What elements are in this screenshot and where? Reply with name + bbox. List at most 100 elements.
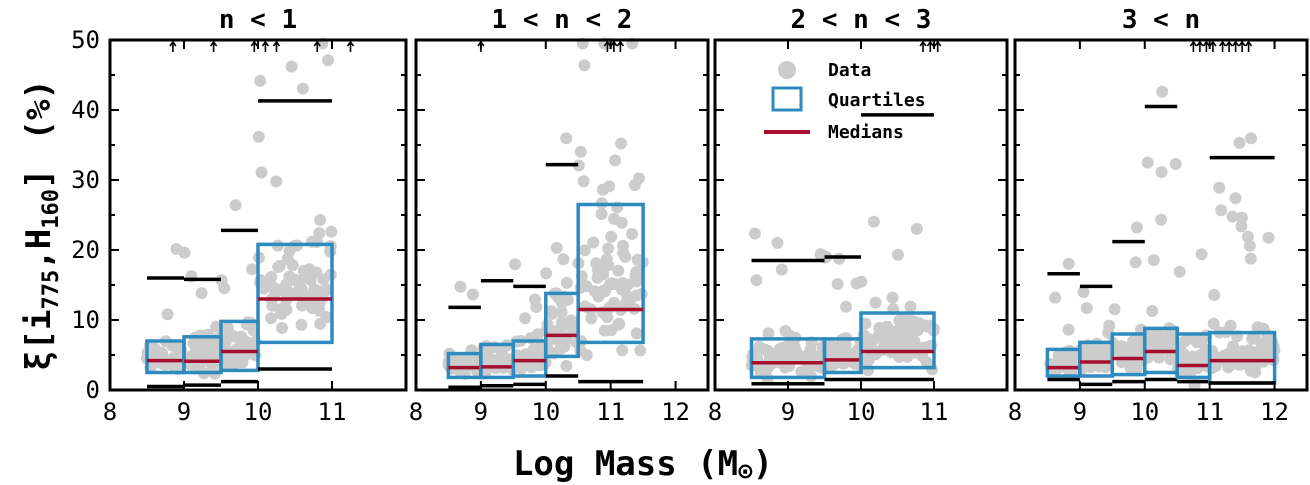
y-axis-title: ξ[i775,H160](%) [19,79,64,371]
data-point [257,282,270,295]
data-point [1266,342,1279,355]
x-axis-title: Log Mass (M⊙) [513,444,773,485]
panel-title: 2 < n < 3 [791,5,932,35]
data-point [1080,302,1093,315]
data-point [546,307,559,320]
data-point [155,356,168,369]
data-point [600,253,613,266]
data-point [1146,305,1159,317]
text-layer: 8 9 10 11 n < 1 8 9 10 11 12 1 < n < 2 8 9 10 11 2 < n … [71,5,1289,426]
data-point [202,328,214,341]
data-point [588,285,601,298]
data-point [750,274,763,287]
quartile-box [219,319,260,373]
upper-limit-arrow [261,40,270,52]
data-point [891,248,904,261]
data-point [1103,319,1116,332]
data-point [615,216,628,229]
legend-quartiles-marker [771,86,803,112]
data-point [585,312,598,325]
data-point [194,348,206,361]
data-point [1195,248,1208,261]
data-point [1153,340,1166,353]
upper-limit-arrow [616,40,625,52]
data-point [628,179,641,192]
data-point [246,263,259,276]
data-point [911,324,924,337]
data-point [869,296,882,309]
y-tick-label: 50 [71,26,100,54]
data-point [788,347,801,359]
data-point [1048,359,1061,372]
data-point [1061,345,1074,358]
y-tick-label: 40 [71,96,100,124]
quartile-box [511,339,548,378]
data-point [910,339,923,352]
data-point [595,208,608,220]
x-tick-label: 8 [708,398,722,426]
data-point [634,344,647,357]
data-point [837,349,850,362]
data-point [578,59,591,72]
data-point [602,242,615,255]
data-point [254,74,267,87]
data-point [178,246,191,259]
upper-limit-arrow [313,40,321,52]
data-point [1147,254,1160,267]
data-point [762,327,775,340]
x-tick-label: 8 [409,398,423,426]
data-point [1243,239,1256,252]
data-point [1241,230,1254,243]
data-point [1194,336,1207,349]
data-point [619,250,632,263]
y-tick-label: 10 [71,306,100,334]
data-point [1173,265,1186,278]
data-point [1244,252,1257,265]
data-point [487,355,500,368]
data-point [1223,347,1236,360]
data-point [886,291,899,304]
data-point [171,339,184,352]
data-point [314,317,327,330]
upper-limit-arrow [610,40,618,52]
legend-quartiles-label: Quartiles [828,90,926,111]
data-point [161,308,174,321]
data-point [801,365,814,378]
x-tick-label: 8 [103,398,117,426]
upper-limit-arrow [603,40,612,52]
upper-limit-arrow [1209,40,1217,52]
data-point [776,343,789,356]
data-point [300,265,313,278]
data-point [1233,136,1246,149]
data-point [605,277,618,290]
data-point [1155,213,1168,226]
data-point [276,302,288,315]
data-point [904,300,917,313]
data-point [1222,361,1235,374]
data-point [1062,323,1075,336]
data-point [285,60,298,73]
data-point [519,312,532,325]
data-point [1129,256,1142,269]
panel-title: 1 < n < 2 [492,5,633,35]
data-point [557,253,570,266]
data-point [910,222,923,235]
data-point [907,315,920,328]
data-point [252,130,265,143]
data-point [1169,158,1182,170]
data-point [572,159,585,172]
data-point [901,328,914,341]
data-point [855,275,868,288]
data-point [926,363,939,376]
data-point [255,166,268,179]
data-point [227,330,240,343]
data-point [596,183,609,196]
data-point [597,284,610,297]
data-point [560,359,573,372]
upper-limit-arrow [169,40,177,52]
data-point [889,327,902,340]
data-point [550,241,563,254]
data-point [1124,362,1137,375]
data-point [1235,211,1248,224]
